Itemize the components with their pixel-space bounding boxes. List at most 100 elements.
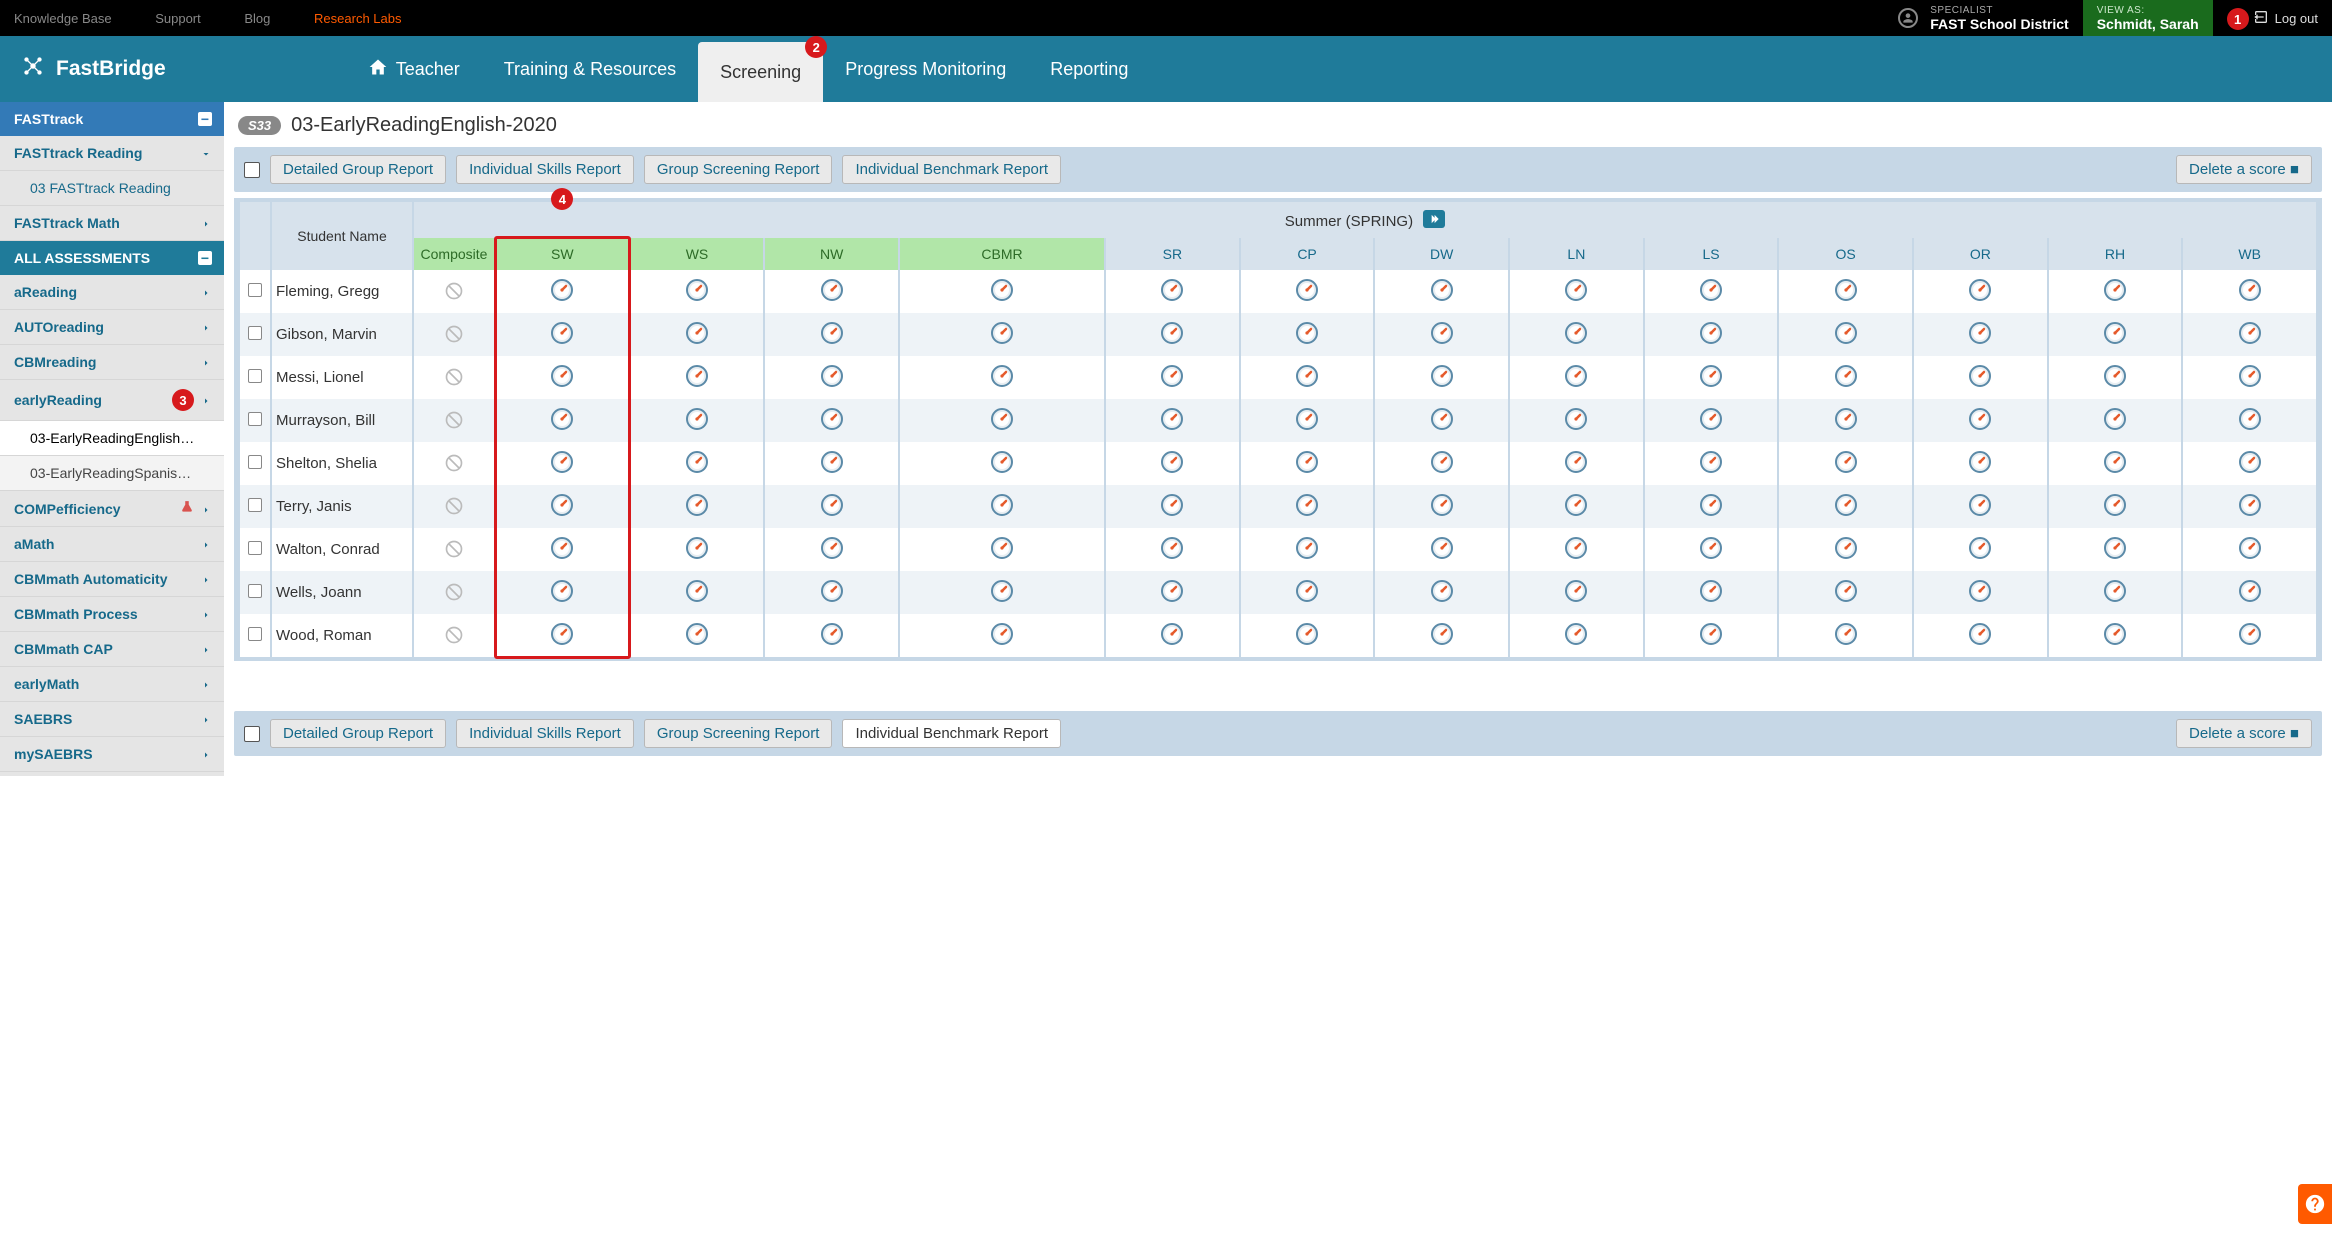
gauge-icon[interactable] [1564, 536, 1588, 560]
col-header-composite[interactable]: Composite [414, 238, 494, 270]
gauge-icon[interactable] [2238, 622, 2262, 646]
sidebar-03-fasttrack-reading[interactable]: 03 FASTtrack Reading [0, 171, 224, 206]
gauge-icon[interactable] [1430, 278, 1454, 302]
gauge-icon[interactable] [1699, 321, 1723, 345]
gauge-icon[interactable] [1699, 579, 1723, 603]
row-checkbox[interactable] [248, 455, 262, 469]
gauge-icon[interactable] [550, 407, 574, 431]
gauge-icon[interactable] [685, 579, 709, 603]
gauge-icon[interactable] [1564, 450, 1588, 474]
col-header-rh[interactable]: RH [2049, 238, 2182, 270]
gauge-icon[interactable] [2238, 407, 2262, 431]
gauge-icon[interactable] [1968, 536, 1992, 560]
student-name[interactable]: Terry, Janis [272, 485, 412, 528]
gauge-icon[interactable] [1834, 407, 1858, 431]
gauge-icon[interactable] [1564, 407, 1588, 431]
gauge-icon[interactable] [1834, 536, 1858, 560]
gauge-icon[interactable] [1834, 622, 1858, 646]
sidebar-item[interactable]: aReading [0, 275, 224, 310]
select-all-checkbox[interactable] [244, 162, 260, 178]
col-header-dw[interactable]: DW [1375, 238, 1508, 270]
sidebar-all-assessments[interactable]: ALL ASSESSMENTS − [0, 241, 224, 275]
row-checkbox[interactable] [248, 369, 262, 383]
student-name[interactable]: Wood, Roman [272, 614, 412, 657]
gauge-icon[interactable] [990, 321, 1014, 345]
row-checkbox[interactable] [248, 627, 262, 641]
gauge-icon[interactable] [1295, 278, 1319, 302]
gauge-icon[interactable] [1295, 407, 1319, 431]
gauge-icon[interactable] [1564, 364, 1588, 388]
student-name[interactable]: Fleming, Gregg [272, 270, 412, 313]
gauge-icon[interactable] [550, 622, 574, 646]
gauge-icon[interactable] [2103, 536, 2127, 560]
gauge-icon[interactable] [820, 278, 844, 302]
gauge-icon[interactable] [1160, 407, 1184, 431]
col-header-cbmr[interactable]: CBMR [900, 238, 1104, 270]
gauge-icon[interactable] [820, 364, 844, 388]
row-checkbox[interactable] [248, 584, 262, 598]
tab-screening[interactable]: Screening 2 [698, 42, 823, 102]
col-header-sw[interactable]: SW [496, 238, 629, 270]
gauge-icon[interactable] [1430, 579, 1454, 603]
gauge-icon[interactable] [1295, 364, 1319, 388]
gauge-icon[interactable] [1699, 450, 1723, 474]
tab-progress[interactable]: Progress Monitoring [823, 36, 1028, 102]
gauge-icon[interactable] [685, 364, 709, 388]
col-header-ln[interactable]: LN [1510, 238, 1643, 270]
gauge-icon[interactable] [1968, 278, 1992, 302]
delete-score-button[interactable]: Delete a score ■ [2176, 719, 2312, 748]
gauge-icon[interactable] [685, 622, 709, 646]
gauge-icon[interactable] [1160, 536, 1184, 560]
gauge-icon[interactable] [1160, 450, 1184, 474]
gauge-icon[interactable] [1160, 278, 1184, 302]
gauge-icon[interactable] [1295, 579, 1319, 603]
gauge-icon[interactable] [685, 493, 709, 517]
gauge-icon[interactable] [685, 450, 709, 474]
sidebar-fasttrack[interactable]: FASTtrack − [0, 102, 224, 136]
gauge-icon[interactable] [1968, 579, 1992, 603]
gauge-icon[interactable] [1834, 321, 1858, 345]
sidebar-item[interactable]: earlyReading3 [0, 380, 224, 421]
sidebar-item[interactable]: CBMreading [0, 345, 224, 380]
sidebar-item[interactable]: COMPefficiency [0, 491, 224, 527]
link-knowledge-base[interactable]: Knowledge Base [14, 11, 112, 26]
gauge-icon[interactable] [685, 407, 709, 431]
gauge-icon[interactable] [2103, 407, 2127, 431]
col-header-nw[interactable]: NW [765, 238, 898, 270]
gauge-icon[interactable] [2238, 579, 2262, 603]
sidebar-item[interactable]: AUTOreading [0, 310, 224, 345]
help-button[interactable] [2298, 1184, 2332, 1224]
gauge-icon[interactable] [2103, 278, 2127, 302]
gauge-icon[interactable] [2238, 278, 2262, 302]
specialist-block[interactable]: SPECIALIST FAST School District [1924, 2, 2082, 35]
gauge-icon[interactable] [2103, 364, 2127, 388]
gauge-icon[interactable] [1430, 536, 1454, 560]
student-name[interactable]: Murrayson, Bill [272, 399, 412, 442]
group-screening-report-button[interactable]: Group Screening Report [644, 719, 833, 748]
gauge-icon[interactable] [2103, 579, 2127, 603]
gauge-icon[interactable] [1699, 407, 1723, 431]
col-header-wb[interactable]: WB [2183, 238, 2316, 270]
sidebar-item[interactable]: CBMmath CAP [0, 632, 224, 667]
gauge-icon[interactable] [1968, 321, 1992, 345]
gauge-icon[interactable] [685, 536, 709, 560]
season-next-button[interactable] [1423, 210, 1445, 228]
gauge-icon[interactable] [550, 278, 574, 302]
gauge-icon[interactable] [1160, 579, 1184, 603]
viewas-block[interactable]: VIEW AS: Schmidt, Sarah 1 [2083, 0, 2213, 36]
link-support[interactable]: Support [155, 11, 201, 26]
sidebar-fasttrack-reading[interactable]: FASTtrack Reading [0, 136, 224, 171]
student-name[interactable]: Shelton, Shelia [272, 442, 412, 485]
row-checkbox[interactable] [248, 283, 262, 297]
sidebar-fasttrack-math[interactable]: FASTtrack Math [0, 206, 224, 241]
sidebar-item[interactable]: SAEBRS [0, 702, 224, 737]
gauge-icon[interactable] [1160, 493, 1184, 517]
gauge-icon[interactable] [990, 493, 1014, 517]
gauge-icon[interactable] [990, 278, 1014, 302]
gauge-icon[interactable] [1430, 407, 1454, 431]
individual-benchmark-report-button[interactable]: Individual Benchmark Report [842, 719, 1061, 748]
gauge-icon[interactable] [1564, 321, 1588, 345]
individual-benchmark-report-button[interactable]: Individual Benchmark Report [842, 155, 1061, 184]
gauge-icon[interactable] [990, 579, 1014, 603]
gauge-icon[interactable] [820, 450, 844, 474]
